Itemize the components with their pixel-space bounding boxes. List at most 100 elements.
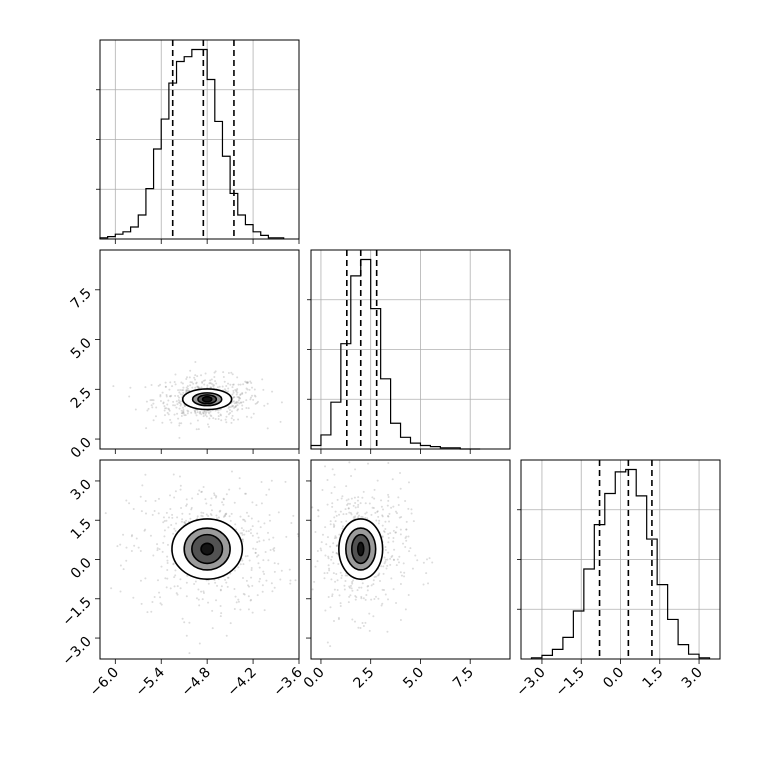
sample-point	[382, 565, 385, 568]
sample-point	[234, 401, 237, 404]
sample-point	[254, 402, 257, 405]
sample-point	[348, 461, 351, 464]
sample-point	[245, 530, 248, 533]
sample-point	[327, 555, 330, 558]
sample-point	[381, 602, 384, 605]
sample-point	[357, 505, 360, 508]
sample-point	[387, 541, 390, 544]
sample-point	[390, 577, 393, 580]
sample-point	[245, 399, 248, 402]
sample-point	[268, 513, 271, 516]
panel-content	[306, 460, 434, 648]
sample-point	[241, 538, 244, 541]
sample-point	[213, 376, 216, 379]
sample-point	[373, 497, 376, 500]
sample-point	[214, 581, 217, 584]
sample-point	[209, 379, 212, 382]
sample-point	[334, 535, 337, 538]
sample-point	[104, 512, 107, 515]
sample-point	[386, 558, 389, 561]
sample-point	[232, 391, 235, 394]
density-panel-p1-p2	[306, 459, 511, 660]
sample-point	[175, 522, 178, 525]
sample-point	[163, 409, 166, 412]
sample-point	[144, 499, 147, 502]
sample-point	[128, 395, 131, 398]
sample-point	[399, 582, 402, 585]
sample-point	[377, 522, 380, 525]
sample-point	[391, 478, 394, 481]
sample-point	[372, 615, 375, 618]
sample-point	[249, 532, 252, 535]
sample-point	[182, 389, 185, 392]
sample-point	[324, 609, 327, 612]
sample-point	[243, 518, 246, 521]
sample-point	[343, 588, 346, 591]
sample-point	[262, 570, 265, 573]
sample-point	[229, 383, 232, 386]
sample-point	[153, 596, 156, 599]
sample-point	[339, 605, 342, 608]
sample-point	[308, 605, 310, 607]
sample-point	[311, 588, 314, 591]
sample-point	[333, 588, 336, 591]
sample-point	[180, 403, 183, 406]
sample-point	[347, 601, 350, 604]
sample-point	[186, 387, 189, 390]
sample-point	[213, 371, 216, 374]
sample-point	[242, 401, 245, 404]
sample-point	[217, 418, 220, 421]
sample-point	[202, 412, 205, 415]
sample-point	[225, 384, 228, 387]
sample-point	[174, 373, 177, 376]
sample-point	[338, 533, 341, 536]
sample-point	[368, 502, 371, 505]
sample-point	[200, 413, 203, 416]
sample-point	[306, 554, 308, 556]
sample-point	[173, 576, 176, 579]
sample-point	[195, 382, 198, 385]
sample-point	[183, 404, 186, 407]
sample-point	[349, 594, 352, 597]
sample-point	[207, 411, 210, 414]
sample-point	[202, 379, 205, 382]
sample-point	[193, 376, 196, 379]
sample-point	[200, 491, 203, 494]
sample-point	[356, 499, 359, 502]
sample-point	[344, 508, 347, 511]
sample-point	[257, 562, 260, 565]
sample-point	[237, 600, 240, 603]
sample-point	[265, 579, 268, 582]
sample-point	[384, 593, 387, 596]
sample-point	[179, 488, 182, 491]
sample-point	[321, 533, 324, 536]
sample-point	[354, 598, 357, 601]
sample-point	[166, 559, 169, 562]
sample-point	[321, 488, 324, 491]
sample-point	[122, 533, 125, 536]
sample-point	[266, 402, 269, 405]
sample-point	[200, 386, 203, 389]
sample-point	[212, 385, 215, 388]
sample-point	[196, 411, 199, 414]
sample-point	[333, 524, 336, 527]
sample-point	[241, 533, 244, 536]
sample-point	[196, 517, 199, 520]
sample-point	[196, 515, 199, 518]
sample-point	[425, 558, 428, 561]
sample-point	[173, 585, 176, 588]
sample-point	[152, 554, 155, 557]
sample-point	[231, 386, 234, 389]
sample-point	[213, 494, 216, 497]
sample-point	[215, 517, 218, 520]
sample-point	[234, 595, 237, 598]
sample-point	[176, 403, 179, 406]
sample-point	[183, 621, 186, 624]
sample-point	[354, 595, 357, 598]
x-tick-label: −5.4	[133, 664, 168, 699]
sample-point	[185, 581, 188, 584]
sample-point	[328, 569, 331, 572]
sample-point	[404, 499, 407, 502]
sample-point	[210, 497, 213, 500]
sample-point	[257, 536, 260, 539]
